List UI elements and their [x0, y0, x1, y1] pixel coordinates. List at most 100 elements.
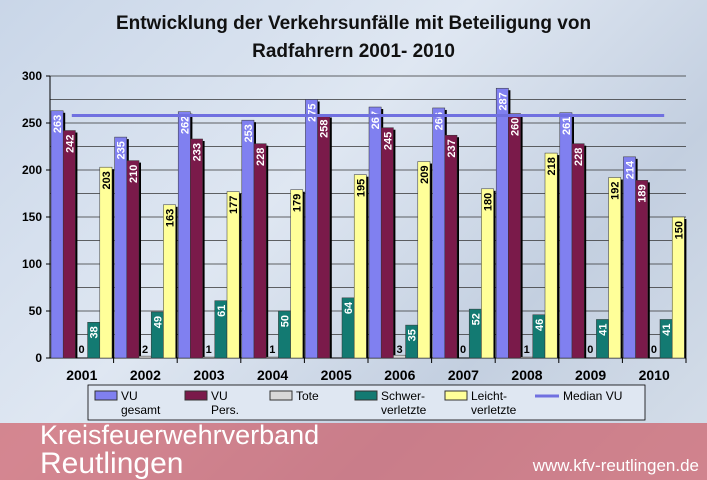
bar [635, 180, 649, 359]
x-tick-label: 2009 [575, 367, 606, 383]
bar [481, 188, 494, 359]
bar [62, 130, 76, 359]
watermark-line2: Reutlingen [40, 447, 184, 480]
bar [520, 356, 534, 359]
x-tick-label: 2001 [66, 367, 97, 383]
bar [432, 107, 446, 359]
bar [265, 356, 279, 359]
legend-label: Pers. [211, 403, 239, 417]
data-label: 52 [470, 313, 482, 325]
data-label: 41 [661, 323, 673, 335]
data-label: 210 [128, 165, 140, 183]
data-label: 253 [243, 124, 255, 142]
y-tick-label: 150 [22, 210, 42, 224]
title-line-2: Radfahrern 2001- 2010 [252, 41, 455, 62]
legend-swatch [354, 390, 378, 401]
data-label: 180 [483, 193, 495, 211]
data-label: 262 [179, 116, 191, 134]
bar [253, 143, 267, 359]
data-label: 214 [625, 160, 637, 179]
data-label: 61 [216, 305, 228, 317]
data-label: 228 [573, 148, 585, 166]
data-label: 0 [587, 344, 593, 356]
bar [508, 113, 521, 359]
bar [444, 134, 458, 359]
data-label: 1 [269, 344, 275, 356]
data-label: 267 [370, 111, 382, 129]
y-tick-label: 0 [35, 351, 42, 365]
bar [114, 136, 128, 359]
title-line-1: Entwicklung der Verkehrsunfälle mit Bete… [115, 13, 592, 34]
data-label: 0 [460, 344, 466, 356]
data-label: 235 [116, 141, 128, 159]
legend-swatch [94, 390, 118, 401]
y-tick-label: 50 [29, 304, 43, 318]
legend-swatch [444, 390, 468, 401]
x-tick-label: 2010 [639, 367, 670, 383]
data-label: 50 [280, 315, 292, 327]
bar [368, 106, 382, 359]
bar [559, 112, 573, 359]
data-label: 192 [610, 182, 622, 200]
y-tick-label: 250 [22, 116, 42, 130]
bar [353, 174, 367, 359]
x-tick-label: 2007 [448, 367, 479, 383]
bar [417, 161, 431, 359]
x-tick-label: 2004 [257, 367, 288, 383]
legend-label: Schwer- [381, 389, 425, 403]
legend-label: verletzte [471, 403, 517, 417]
legend-label: Leicht- [471, 389, 507, 403]
data-label: 189 [637, 184, 649, 202]
data-label: 258 [319, 119, 331, 137]
legend-swatch [184, 390, 208, 401]
data-label: 209 [419, 166, 431, 184]
data-label: 0 [651, 344, 657, 356]
data-label: 64 [343, 301, 355, 314]
data-label: 49 [152, 316, 164, 328]
bar [99, 166, 113, 359]
legend-swatch [269, 390, 293, 401]
chart-title: Entwicklung der Verkehrsunfälle mit Bete… [0, 10, 707, 66]
data-label: 242 [64, 135, 76, 153]
bar [226, 191, 240, 359]
data-label: 1 [206, 344, 212, 356]
data-label: 41 [598, 323, 610, 335]
bar [177, 111, 191, 359]
data-label: 233 [192, 143, 204, 161]
data-label: 203 [101, 171, 113, 189]
data-label: 38 [89, 326, 101, 338]
bar [305, 99, 318, 359]
bar [608, 177, 622, 359]
data-label: 3 [396, 344, 402, 356]
data-label: 261 [561, 117, 573, 135]
data-label: 260 [510, 118, 522, 136]
watermark-banner [0, 423, 707, 480]
bar [495, 87, 509, 359]
legend-label: Median VU [563, 389, 622, 403]
bar [544, 152, 558, 359]
bar [126, 160, 140, 359]
data-label: 1 [524, 344, 530, 356]
y-tick-label: 100 [22, 257, 42, 271]
data-label: 218 [546, 157, 558, 175]
data-label: 263 [52, 115, 64, 133]
data-label: 228 [255, 148, 267, 166]
data-label: 46 [534, 319, 546, 331]
legend-label: gesamt [121, 403, 161, 417]
data-label: 275 [307, 104, 319, 122]
x-tick-label: 2008 [511, 367, 542, 383]
data-label: 150 [673, 221, 685, 239]
y-tick-label: 200 [22, 163, 42, 177]
legend-label: verletzte [381, 403, 427, 417]
watermark-line1: Kreisfeuerwehrverband [40, 420, 320, 450]
watermark-url: www.kfv-reutlingen.de [532, 456, 699, 475]
bar [138, 355, 152, 359]
x-tick-label: 2006 [384, 367, 415, 383]
bar [290, 189, 304, 359]
data-label: 237 [446, 139, 458, 157]
legend-label: VU [121, 389, 138, 403]
x-tick-label: 2002 [130, 367, 161, 383]
